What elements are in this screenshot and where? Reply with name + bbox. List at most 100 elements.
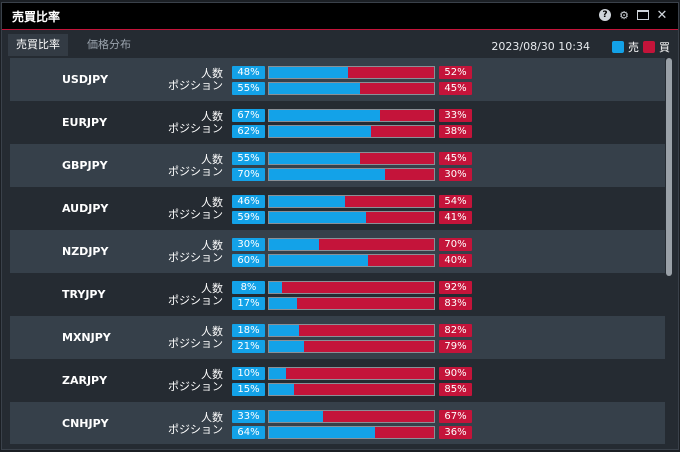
count-buy-percent: 92%	[439, 281, 472, 294]
count-buy-percent: 70%	[439, 238, 472, 251]
position-sell-fill	[269, 83, 360, 94]
count-ratio-bar-group: 8% 92%	[232, 281, 472, 294]
position-sell-percent: 62%	[232, 125, 265, 138]
position-ratio-bar-group: 59% 41%	[232, 211, 472, 224]
pair-row: ZARJPY 人数 ポジション 10% 90% 15% 85%	[10, 359, 665, 402]
title-bar: 売買比率 ? ⚙ ✕	[2, 3, 678, 30]
position-ratio-bar	[268, 340, 435, 353]
count-label: 人数	[201, 411, 223, 424]
count-ratio-bar	[268, 410, 435, 423]
count-sell-percent: 30%	[232, 238, 265, 251]
position-buy-percent: 40%	[439, 254, 472, 267]
count-sell-percent: 48%	[232, 66, 265, 79]
position-sell-percent: 15%	[232, 383, 265, 396]
count-sell-fill	[269, 110, 380, 121]
pair-row: EURJPY 人数 ポジション 67% 33% 62% 38%	[10, 101, 665, 144]
position-buy-percent: 41%	[439, 211, 472, 224]
count-sell-fill	[269, 153, 360, 164]
count-sell-percent: 55%	[232, 152, 265, 165]
help-icon[interactable]: ?	[599, 9, 611, 21]
position-ratio-bar-group: 17% 83%	[232, 297, 472, 310]
position-ratio-bar-group: 15% 85%	[232, 383, 472, 396]
count-label: 人数	[201, 67, 223, 80]
count-sell-percent: 33%	[232, 410, 265, 423]
position-sell-percent: 17%	[232, 297, 265, 310]
count-ratio-bar	[268, 195, 435, 208]
position-sell-fill	[269, 169, 385, 180]
position-sell-fill	[269, 126, 372, 137]
position-label: ポジション	[168, 337, 223, 350]
count-ratio-bar-group: 55% 45%	[232, 152, 472, 165]
position-buy-percent: 45%	[439, 82, 472, 95]
position-ratio-bar-group: 21% 79%	[232, 340, 472, 353]
position-label: ポジション	[168, 380, 223, 393]
legend-sell-label: 売	[628, 41, 639, 54]
count-sell-fill	[269, 368, 286, 379]
position-buy-percent: 79%	[439, 340, 472, 353]
count-sell-fill	[269, 239, 319, 250]
position-ratio-bar	[268, 168, 435, 181]
count-ratio-bar	[268, 152, 435, 165]
tab-sell-buy-ratio[interactable]: 売買比率	[8, 34, 68, 56]
pair-name: EURJPY	[62, 116, 108, 129]
count-buy-percent: 67%	[439, 410, 472, 423]
timestamp: 2023/08/30 10:34	[491, 40, 590, 53]
count-ratio-bar	[268, 109, 435, 122]
position-sell-percent: 55%	[232, 82, 265, 95]
pair-row: NZDJPY 人数 ポジション 30% 70% 60% 40%	[10, 230, 665, 273]
count-ratio-bar-group: 18% 82%	[232, 324, 472, 337]
count-ratio-bar	[268, 238, 435, 251]
scrollbar[interactable]	[666, 58, 672, 276]
close-icon[interactable]: ✕	[656, 7, 668, 23]
position-ratio-bar	[268, 254, 435, 267]
position-label: ポジション	[168, 165, 223, 178]
position-buy-percent: 38%	[439, 125, 472, 138]
position-label: ポジション	[168, 122, 223, 135]
count-label: 人数	[201, 368, 223, 381]
position-buy-percent: 36%	[439, 426, 472, 439]
position-ratio-bar-group: 64% 36%	[232, 426, 472, 439]
pair-row: AUDJPY 人数 ポジション 46% 54% 59% 41%	[10, 187, 665, 230]
count-sell-percent: 10%	[232, 367, 265, 380]
count-buy-percent: 45%	[439, 152, 472, 165]
count-buy-percent: 54%	[439, 195, 472, 208]
ratio-list[interactable]: USDJPY 人数 ポジション 48% 52% 55% 45% EURJPY 人数 ポジション 67…	[10, 58, 665, 444]
tab-bar: 売買比率 価格分布 2023/08/30 10:34 売 買	[2, 30, 678, 56]
count-sell-fill	[269, 67, 349, 78]
count-sell-percent: 8%	[232, 281, 265, 294]
position-buy-percent: 30%	[439, 168, 472, 181]
count-ratio-bar-group: 46% 54%	[232, 195, 472, 208]
position-sell-fill	[269, 427, 375, 438]
position-label: ポジション	[168, 208, 223, 221]
tab-price-distribution[interactable]: 価格分布	[87, 38, 131, 51]
position-buy-percent: 83%	[439, 297, 472, 310]
position-sell-fill	[269, 384, 294, 395]
pair-name: CNHJPY	[62, 417, 109, 430]
pair-row: CNHJPY 人数 ポジション 33% 67% 64% 36%	[10, 402, 665, 444]
count-ratio-bar	[268, 66, 435, 79]
legend-buy-label: 買	[659, 41, 670, 54]
window-toggle-icon[interactable]	[637, 10, 649, 20]
pair-name: TRYJPY	[62, 288, 106, 301]
count-sell-percent: 46%	[232, 195, 265, 208]
count-ratio-bar-group: 10% 90%	[232, 367, 472, 380]
position-sell-fill	[269, 341, 304, 352]
pair-row: GBPJPY 人数 ポジション 55% 45% 70% 30%	[10, 144, 665, 187]
pair-row: USDJPY 人数 ポジション 48% 52% 55% 45%	[10, 58, 665, 101]
count-buy-percent: 82%	[439, 324, 472, 337]
count-sell-fill	[269, 325, 299, 336]
gear-icon[interactable]: ⚙	[619, 8, 629, 22]
position-ratio-bar	[268, 211, 435, 224]
pair-name: GBPJPY	[62, 159, 108, 172]
count-label: 人数	[201, 196, 223, 209]
position-ratio-bar-group: 55% 45%	[232, 82, 472, 95]
pair-name: AUDJPY	[62, 202, 109, 215]
count-label: 人数	[201, 153, 223, 166]
count-ratio-bar-group: 30% 70%	[232, 238, 472, 251]
position-sell-fill	[269, 255, 368, 266]
position-sell-percent: 70%	[232, 168, 265, 181]
pair-name: USDJPY	[62, 73, 109, 86]
position-label: ポジション	[168, 79, 223, 92]
position-ratio-bar	[268, 383, 435, 396]
